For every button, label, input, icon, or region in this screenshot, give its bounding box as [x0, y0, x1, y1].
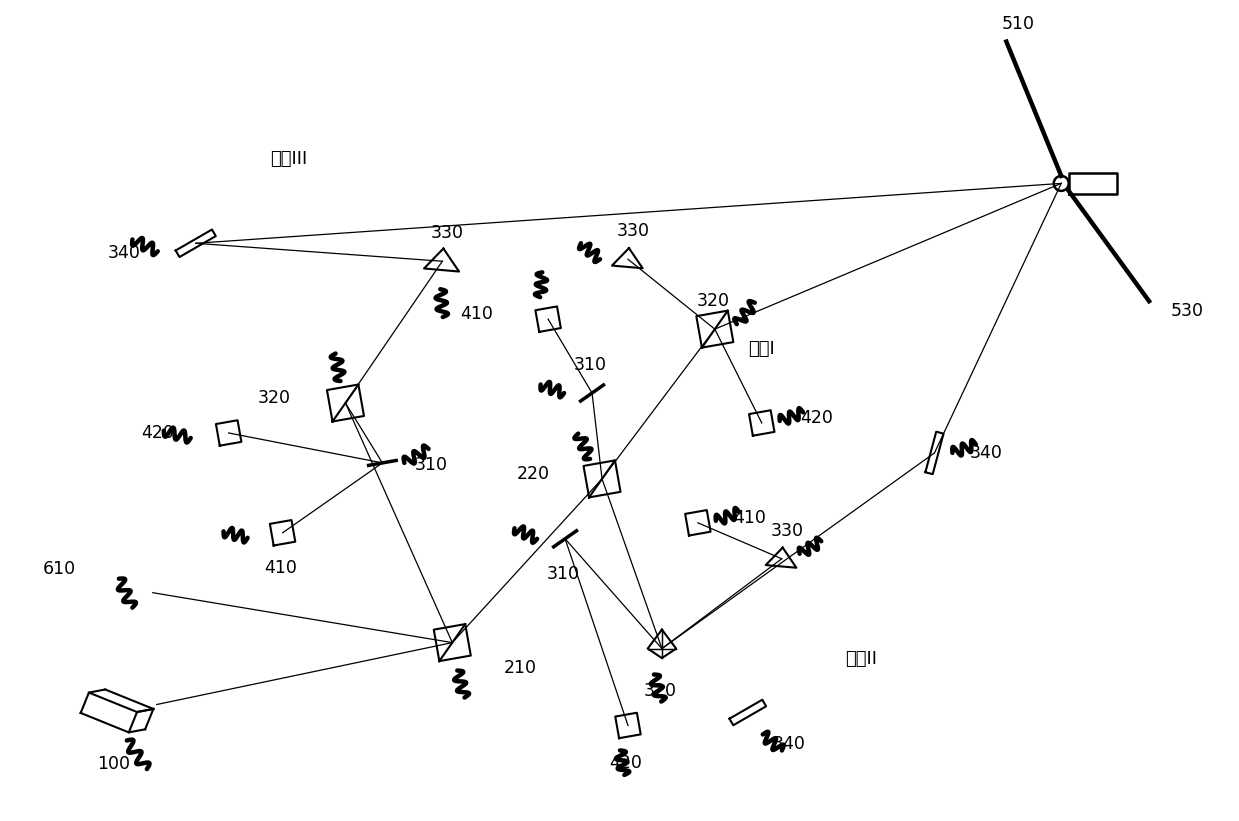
Text: 320: 320 — [696, 292, 730, 310]
Text: 340: 340 — [773, 736, 805, 754]
Text: 340: 340 — [108, 245, 141, 262]
Text: 320: 320 — [258, 389, 291, 407]
Text: 310: 310 — [546, 565, 580, 583]
Text: 330: 330 — [431, 224, 463, 242]
Text: 410: 410 — [461, 305, 493, 323]
Text: 310: 310 — [574, 356, 607, 374]
Text: 420: 420 — [799, 409, 833, 427]
Text: 220: 220 — [517, 465, 550, 483]
Text: 530: 530 — [1171, 302, 1204, 320]
Text: 510: 510 — [1002, 15, 1035, 33]
Text: 410: 410 — [732, 509, 766, 527]
Text: 330: 330 — [617, 222, 649, 241]
Text: 610: 610 — [42, 560, 76, 578]
Text: 330: 330 — [771, 522, 803, 539]
Text: 光束II: 光束II — [845, 649, 877, 667]
Text: 410: 410 — [264, 559, 297, 576]
Text: 340: 340 — [969, 444, 1002, 462]
Text: 光束III: 光束III — [270, 150, 307, 168]
Text: 320: 320 — [643, 681, 676, 699]
Text: 310: 310 — [414, 456, 447, 474]
Text: 100: 100 — [98, 755, 130, 773]
Text: 210: 210 — [504, 658, 538, 677]
Text: 光束I: 光束I — [748, 340, 776, 358]
Text: 420: 420 — [141, 424, 173, 442]
Text: 420: 420 — [610, 754, 643, 773]
